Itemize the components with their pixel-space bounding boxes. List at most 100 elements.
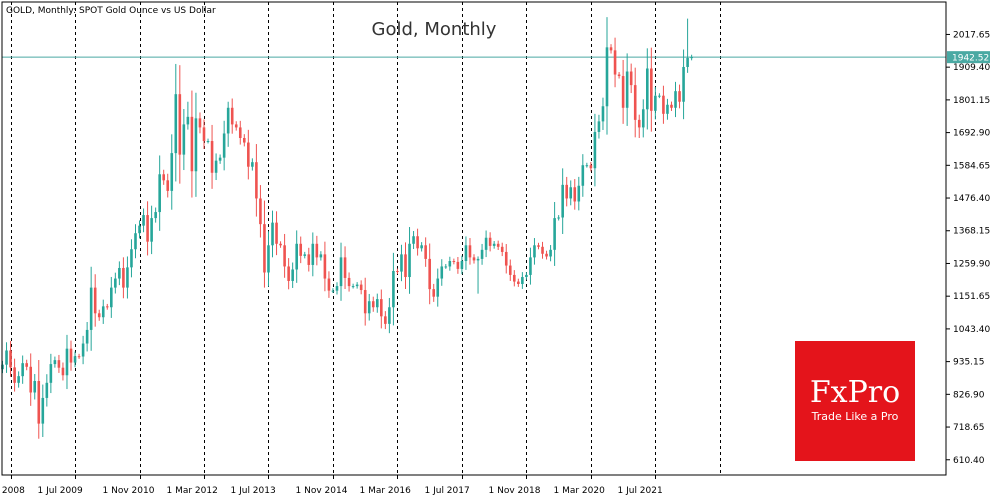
- candle-body: [214, 160, 218, 173]
- candle-body: [359, 284, 363, 291]
- candle: [392, 252, 395, 326]
- x-tick-label: 1 Nov 2018: [489, 486, 541, 496]
- y-tick-label: 1476.40: [953, 194, 990, 204]
- y-tick-label: 1801.15: [953, 96, 990, 106]
- candle: [146, 201, 149, 256]
- candle-body: [541, 246, 544, 254]
- candle-body: [625, 71, 629, 108]
- candle-body: [61, 367, 65, 376]
- candle-body: [178, 94, 182, 155]
- candle-body: [331, 290, 335, 292]
- candle-body: [146, 215, 149, 242]
- candle: [674, 81, 677, 118]
- candle-body: [251, 162, 254, 167]
- candle: [130, 239, 133, 278]
- candle-body: [351, 286, 355, 288]
- candle: [351, 283, 355, 289]
- candle-body: [41, 397, 45, 424]
- candle: [444, 264, 448, 269]
- candle: [367, 293, 371, 321]
- candle-body: [476, 258, 480, 261]
- candle: [138, 220, 141, 239]
- candle-body: [89, 287, 93, 330]
- candle-body: [53, 360, 57, 365]
- candle: [480, 243, 484, 265]
- candle: [472, 254, 476, 264]
- candle: [69, 340, 73, 371]
- candle: [267, 231, 270, 287]
- candle: [605, 17, 609, 135]
- y-tick-label: 935.15: [953, 358, 985, 368]
- candle: [105, 303, 109, 310]
- candle-body: [577, 185, 581, 202]
- candle-body: [593, 131, 597, 169]
- chart-title: Gold, Monthly: [372, 19, 497, 40]
- candle-body: [69, 348, 73, 363]
- candle: [110, 276, 113, 318]
- candle: [279, 241, 282, 248]
- candle: [323, 241, 327, 292]
- candle-body: [303, 254, 307, 256]
- candle: [198, 112, 202, 134]
- candle-body: [238, 127, 242, 139]
- price-tag-background: [947, 51, 990, 64]
- candle-body: [388, 307, 391, 324]
- candle: [384, 311, 387, 330]
- candle-body: [319, 254, 323, 258]
- x-tick-label: 1 Mar 2020: [554, 486, 606, 496]
- candle-body: [513, 274, 516, 282]
- candle-body: [283, 245, 286, 267]
- candle-body: [130, 249, 133, 268]
- candle-body: [452, 261, 456, 263]
- candle-body: [674, 91, 677, 108]
- candle-body: [347, 277, 351, 287]
- candle: [637, 114, 641, 139]
- candle: [315, 235, 319, 266]
- candle: [13, 358, 16, 392]
- candle: [682, 49, 685, 120]
- candle: [597, 114, 601, 139]
- candle-body: [609, 47, 613, 51]
- candle: [629, 63, 633, 94]
- candle-body: [222, 133, 226, 158]
- candle-body: [190, 116, 194, 172]
- x-tick-label: 1 Mar 2008: [0, 486, 25, 496]
- candle: [230, 98, 234, 134]
- candle: [513, 270, 516, 287]
- candle: [122, 257, 125, 299]
- candle: [678, 84, 681, 109]
- candle: [53, 356, 57, 368]
- candle-body: [65, 348, 69, 376]
- candle: [331, 288, 335, 294]
- logo-brand: FxPro: [810, 375, 900, 410]
- candle-body: [162, 174, 165, 181]
- candle-body: [525, 274, 528, 278]
- y-tick-label: 1043.40: [953, 325, 990, 335]
- candle: [589, 162, 593, 172]
- candle: [662, 85, 665, 124]
- candle-body: [73, 356, 77, 363]
- candle-body: [585, 165, 589, 167]
- candle-body: [299, 243, 303, 256]
- candle-body: [182, 124, 186, 155]
- candle: [339, 242, 343, 301]
- candle-body: [101, 306, 105, 318]
- candle-body: [134, 233, 137, 250]
- candle-body: [367, 301, 371, 314]
- x-tick-label: 1 Jul 2013: [231, 486, 276, 496]
- candle: [186, 101, 190, 130]
- candle: [162, 169, 165, 185]
- candle-body: [49, 364, 53, 383]
- candle: [178, 65, 182, 184]
- candle: [359, 280, 363, 295]
- candle-body: [243, 138, 246, 143]
- candle: [271, 210, 274, 258]
- candle: [496, 240, 500, 250]
- candle-body: [633, 85, 637, 120]
- candle-body: [448, 261, 452, 267]
- candle: [154, 207, 157, 223]
- candle-body: [138, 225, 141, 234]
- candle-body: [444, 266, 448, 268]
- candle-body: [521, 277, 524, 284]
